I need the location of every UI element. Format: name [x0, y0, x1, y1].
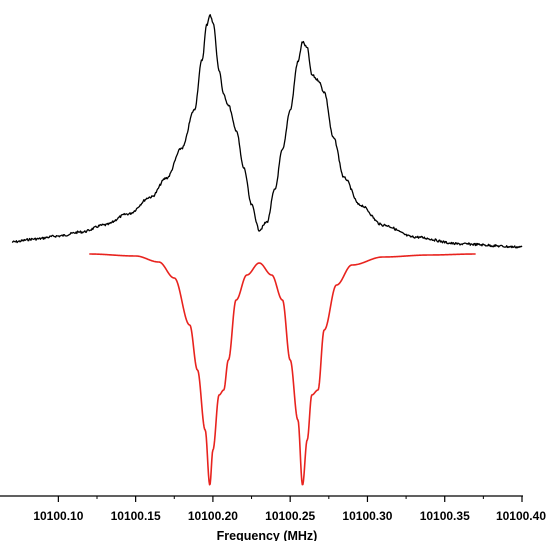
- x-tick-label: 10100.30: [342, 509, 392, 523]
- x-axis-title: Frequency (MHz): [217, 529, 318, 541]
- x-tick-label: 10100.10: [33, 509, 83, 523]
- simulated-spectrum-line: [89, 253, 476, 486]
- x-ticks: 10100.10 10100.15 10100.20 10100.25 10100.30…: [33, 496, 546, 523]
- x-tick-label: 10100.25: [265, 509, 315, 523]
- x-tick-label: 10100.40: [496, 509, 546, 523]
- x-tick-label: 10100.15: [111, 509, 161, 523]
- x-tick-label: 10100.35: [420, 509, 470, 523]
- experimental-spectrum-line: [11, 14, 523, 249]
- lines-layer: [11, 14, 523, 486]
- x-tick-label: 10100.20: [188, 509, 238, 523]
